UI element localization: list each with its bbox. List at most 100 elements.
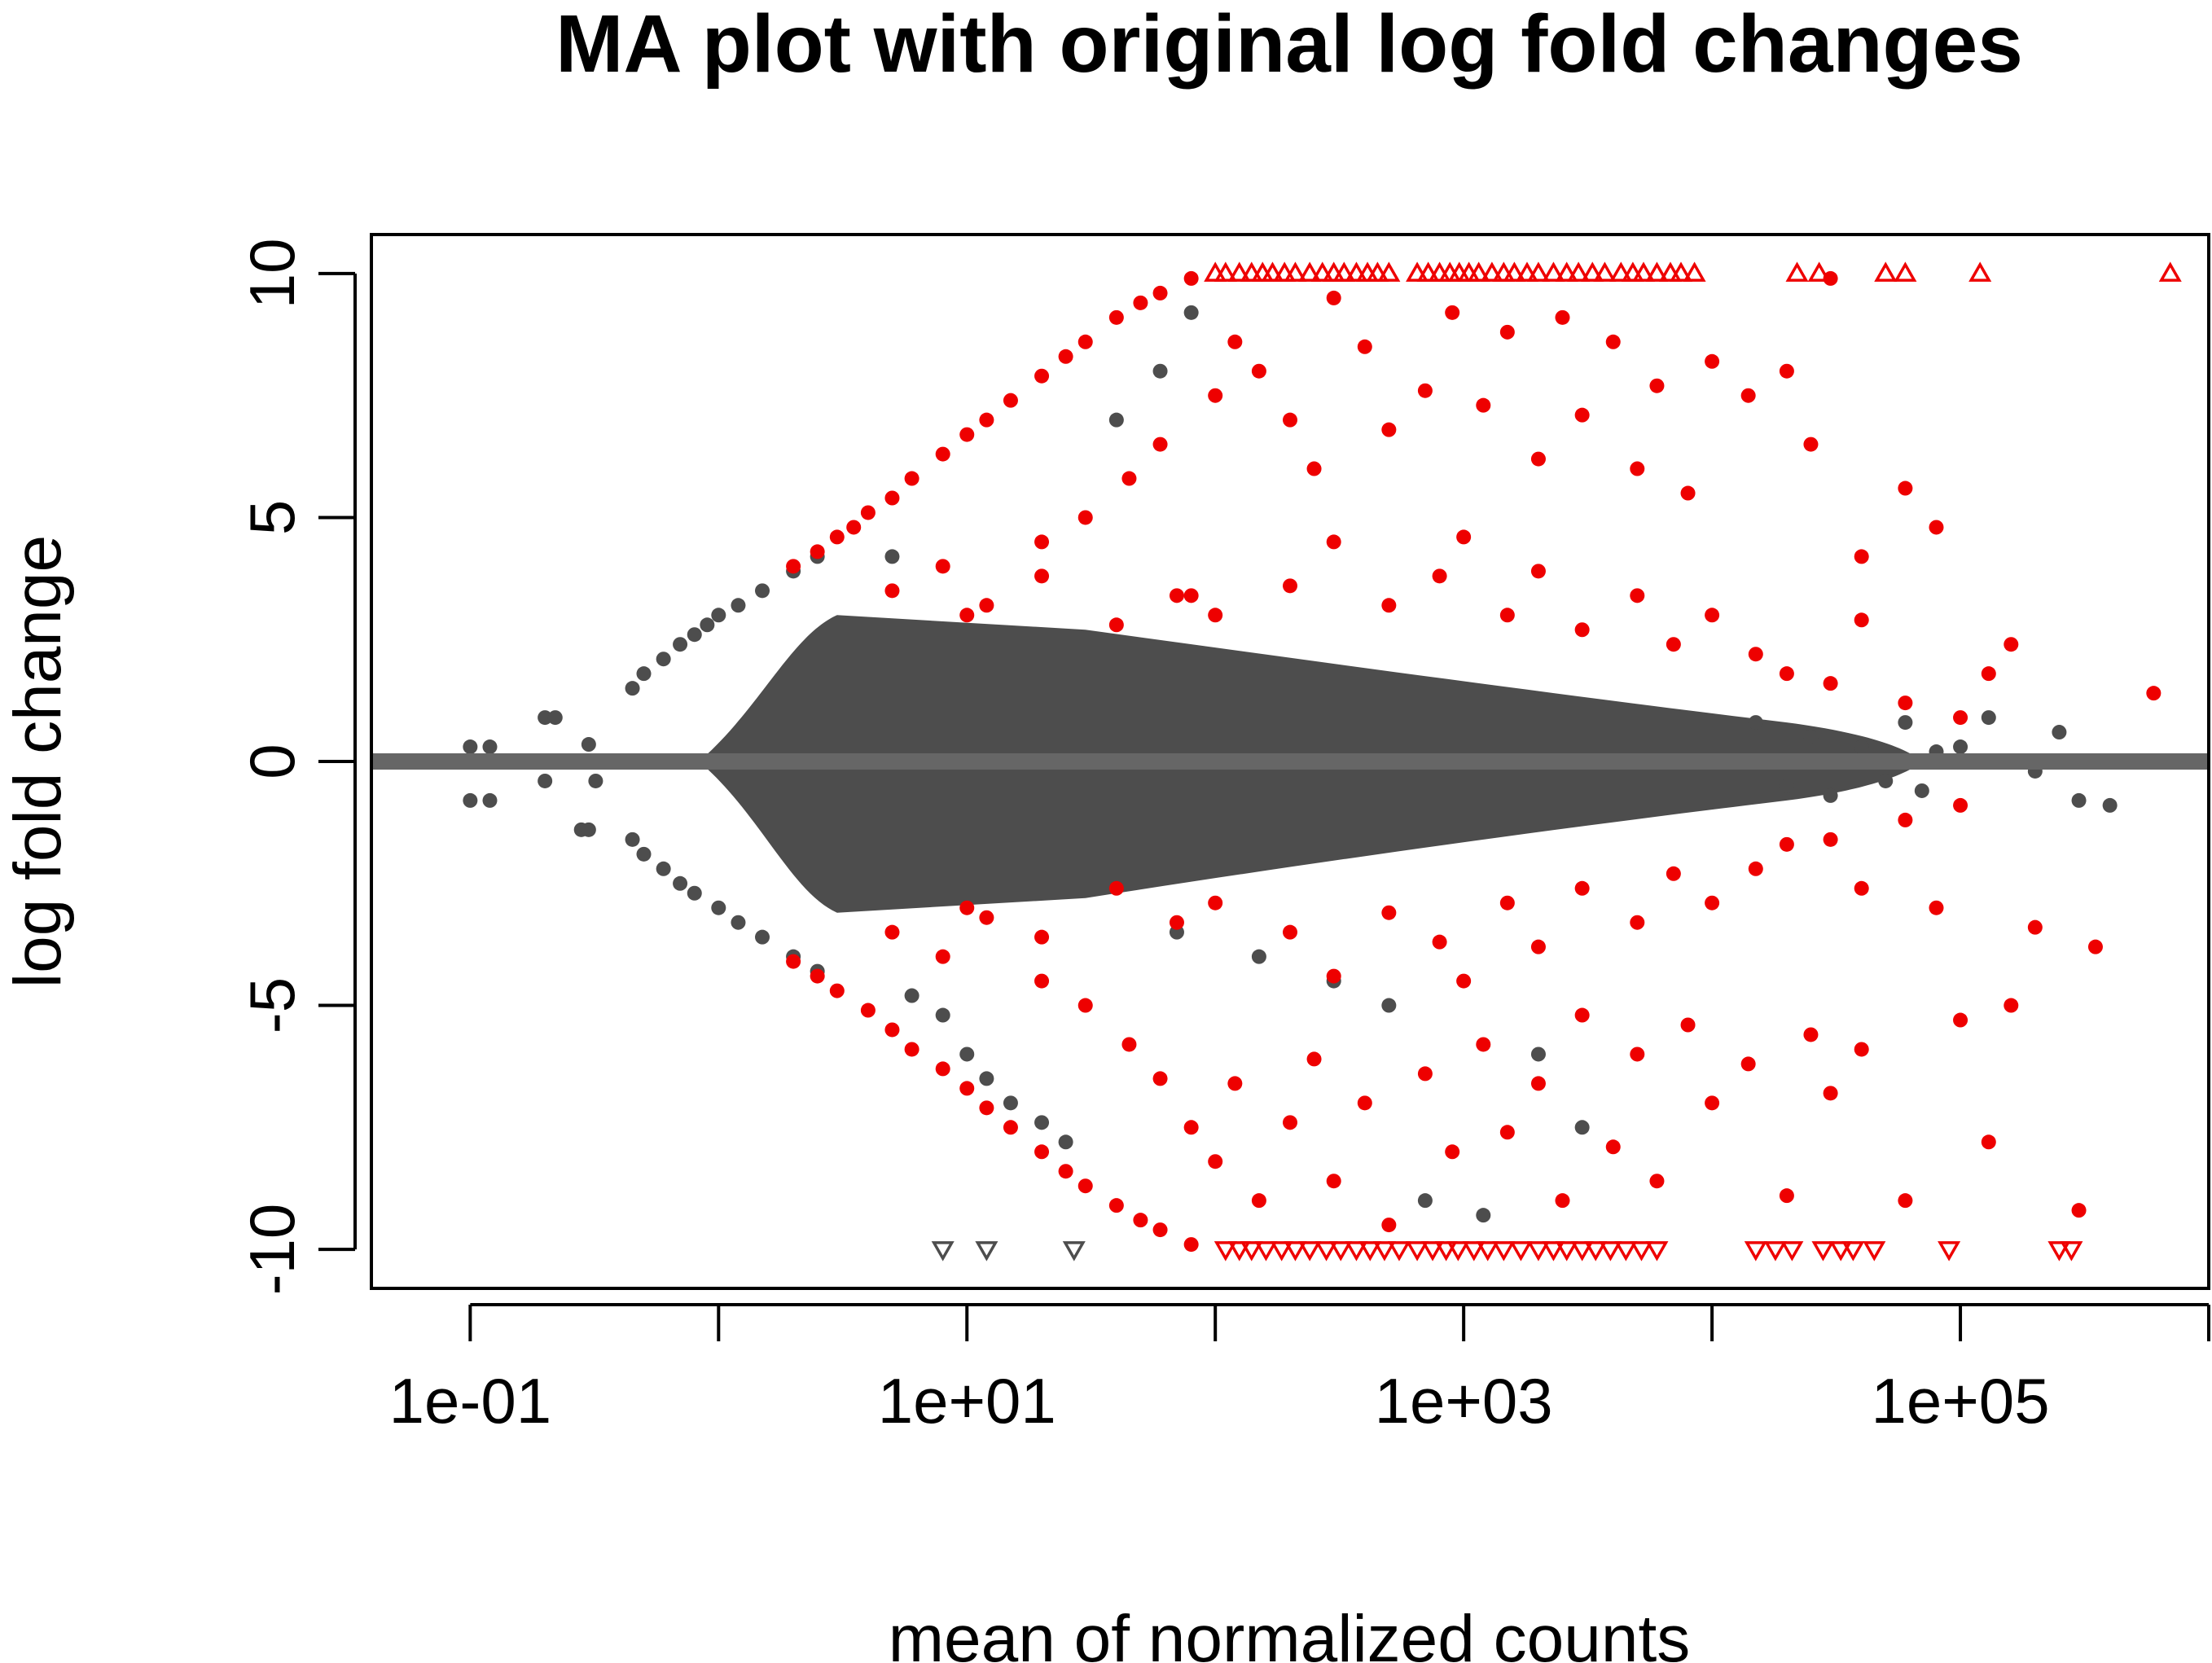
data-point: [860, 505, 876, 520]
data-point: [810, 968, 825, 984]
data-point: [463, 792, 478, 808]
data-point: [673, 875, 688, 891]
data-point: [959, 900, 975, 915]
data-point: [2027, 919, 2043, 935]
data-point: [1152, 1222, 1168, 1238]
data-point: [1214, 261, 1237, 282]
data-point: [959, 1081, 975, 1096]
data-point: [1666, 866, 1681, 881]
y-tick-label: 10: [236, 239, 308, 309]
data-point: [1574, 880, 1590, 896]
data-point: [711, 900, 726, 915]
data-point: [1530, 939, 1546, 954]
data-point: [1705, 608, 1720, 623]
data-point: [1807, 261, 1831, 282]
data-point: [547, 710, 563, 726]
data-point: [1705, 895, 1720, 910]
data-point: [1748, 647, 1763, 662]
data-point: [1183, 270, 1199, 286]
data-point: [1314, 1241, 1338, 1262]
data-point: [1499, 324, 1515, 340]
data-point: [1981, 1134, 1996, 1150]
data-point: [1446, 1241, 1470, 1262]
data-point: [1574, 1120, 1590, 1135]
data-point: [1929, 900, 1944, 915]
data-point: [636, 666, 652, 682]
data-point: [1929, 520, 1944, 535]
data-point: [1555, 1193, 1570, 1209]
data-point: [884, 583, 900, 599]
data-point: [1310, 261, 1334, 282]
data-point: [1854, 1042, 1869, 1057]
data-point: [1077, 334, 1093, 349]
data-point: [884, 549, 900, 564]
data-point: [1283, 924, 1297, 940]
data-point: [538, 773, 553, 788]
data-point: [1785, 261, 1809, 282]
data-point: [1499, 895, 1515, 910]
data-point: [1968, 261, 1992, 282]
data-point: [1169, 915, 1184, 930]
data-point: [1841, 1241, 1865, 1262]
data-point: [1121, 471, 1137, 486]
data-point: [1779, 836, 1794, 852]
data-point: [1555, 1241, 1578, 1262]
data-point: [1034, 368, 1050, 384]
data-point: [1574, 407, 1590, 423]
data-point: [959, 1047, 975, 1062]
data-point: [636, 846, 652, 862]
data-point: [1240, 261, 1263, 282]
data-point: [1649, 1174, 1665, 1189]
data-point: [1542, 261, 1565, 282]
data-point: [1227, 334, 1243, 349]
data-point: [1298, 1241, 1322, 1262]
data-point: [1898, 812, 1913, 827]
data-point: [1270, 1241, 1293, 1262]
data-point: [884, 490, 900, 506]
data-point: [1034, 534, 1050, 550]
data-point: [1034, 1115, 1050, 1130]
data-point: [1914, 783, 1929, 798]
data-point: [1381, 1218, 1397, 1233]
data-point: [1499, 1125, 1515, 1140]
data-point: [687, 885, 702, 901]
data-point: [1251, 363, 1266, 379]
data-point: [1542, 1241, 1565, 1262]
data-point: [1445, 1144, 1460, 1160]
data-point: [1208, 608, 1223, 623]
data-point: [1981, 666, 1996, 682]
data-point: [1034, 929, 1050, 945]
data-point: [1306, 461, 1322, 476]
data-point: [1570, 1241, 1594, 1262]
data-point: [1705, 1095, 1720, 1111]
data-point: [1953, 1012, 1968, 1028]
data-point: [1108, 617, 1124, 633]
data-point: [846, 520, 862, 535]
data-point: [1748, 715, 1763, 731]
data-point: [1261, 261, 1284, 282]
data-point: [2004, 637, 2019, 652]
data-point: [1581, 261, 1604, 282]
data-point: [1283, 1115, 1297, 1130]
data-point: [1898, 480, 1913, 496]
data-point: [1240, 1241, 1263, 1262]
data-point: [1898, 715, 1913, 731]
data-point: [1208, 1154, 1223, 1169]
data-point: [1621, 261, 1644, 282]
data-point: [1432, 568, 1447, 584]
data-point: [1387, 1241, 1411, 1262]
plot-area: [371, 261, 2209, 1262]
data-point: [829, 983, 845, 998]
data-point: [1152, 285, 1168, 301]
data-point: [1077, 510, 1093, 525]
data-point: [1630, 1241, 1653, 1262]
data-point: [959, 427, 975, 442]
data-point: [860, 1003, 876, 1018]
data-point: [700, 617, 715, 633]
data-point: [1509, 1241, 1533, 1262]
data-point: [755, 583, 770, 599]
y-tick-label: -5: [236, 977, 308, 1033]
data-point: [1062, 1241, 1086, 1262]
data-point: [1938, 1241, 1961, 1262]
